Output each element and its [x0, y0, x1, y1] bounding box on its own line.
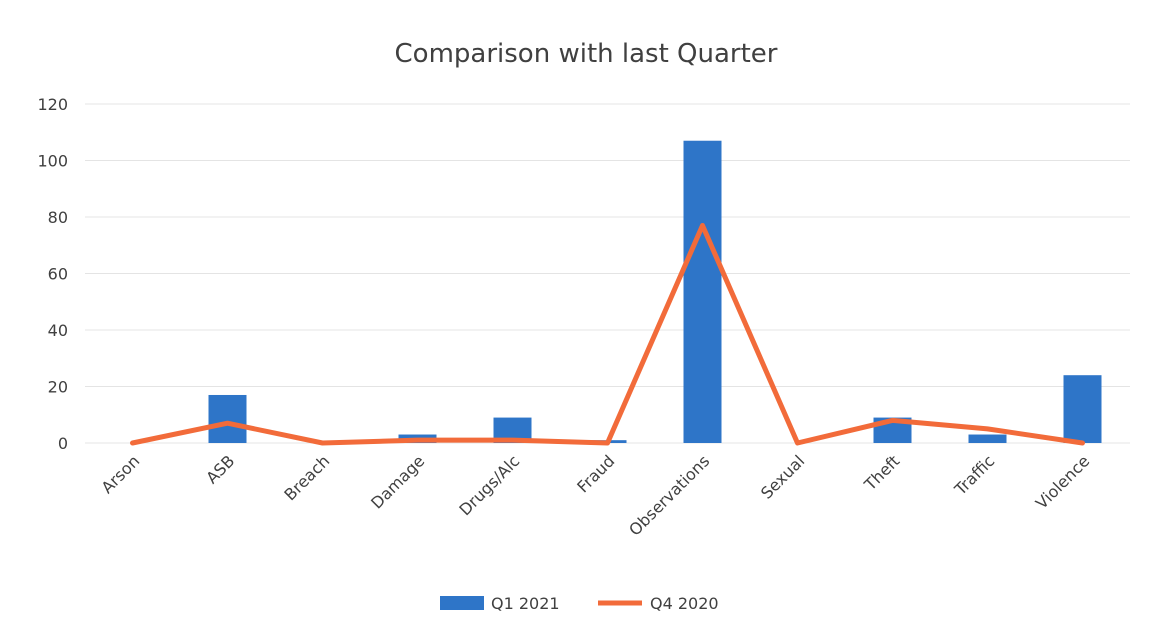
legend-label: Q1 2021	[491, 594, 560, 613]
x-tick-label: Theft	[860, 451, 903, 494]
line-point	[1082, 442, 1083, 444]
line-point	[512, 439, 513, 441]
bar	[1063, 375, 1102, 443]
x-tick-label: Sexual	[757, 451, 808, 502]
series-line	[130, 222, 1085, 446]
bar	[683, 140, 722, 443]
line-point	[227, 422, 228, 424]
x-tick-label: Violence	[1032, 451, 1093, 512]
x-tick-label: ASB	[202, 451, 238, 487]
bar-series	[208, 140, 1102, 443]
x-axis-ticks: Arson ASB Breach Damage Drugs/Alc Fraud Observ…	[98, 451, 1094, 539]
line-point	[322, 442, 323, 444]
bar	[968, 434, 1007, 443]
line-point	[892, 419, 893, 421]
line-point	[702, 224, 703, 226]
line-series	[130, 222, 1085, 446]
x-tick-label: Damage	[367, 451, 428, 512]
bar	[208, 394, 247, 443]
y-tick-label: 40	[48, 321, 68, 340]
line-point	[417, 439, 418, 441]
x-tick-label: Fraud	[573, 451, 618, 496]
x-tick-label: Observations	[625, 451, 713, 539]
line-point	[987, 428, 988, 430]
y-tick-label: 20	[48, 378, 68, 397]
line-point	[132, 442, 133, 444]
x-tick-label: Arson	[98, 451, 144, 497]
line-point	[797, 442, 798, 444]
y-tick-label: 60	[48, 265, 68, 284]
y-tick-label: 80	[48, 208, 68, 227]
chart-title: Comparison with last Quarter	[395, 39, 778, 69]
gridlines	[85, 103, 1130, 444]
x-tick-label: Breach	[280, 451, 333, 504]
x-tick-label: Traffic	[950, 451, 998, 499]
y-tick-label: 120	[37, 95, 68, 114]
legend-swatch-bar	[440, 596, 484, 610]
y-axis-ticks: 0 20 40 60 80 100 120	[37, 95, 68, 453]
legend-label: Q4 2020	[650, 594, 719, 613]
y-tick-label: 0	[58, 434, 68, 453]
legend: Q1 2021 Q4 2020	[440, 594, 719, 613]
line-point	[607, 442, 608, 444]
x-tick-label: Drugs/Alc	[455, 451, 523, 519]
y-tick-label: 100	[37, 152, 68, 171]
